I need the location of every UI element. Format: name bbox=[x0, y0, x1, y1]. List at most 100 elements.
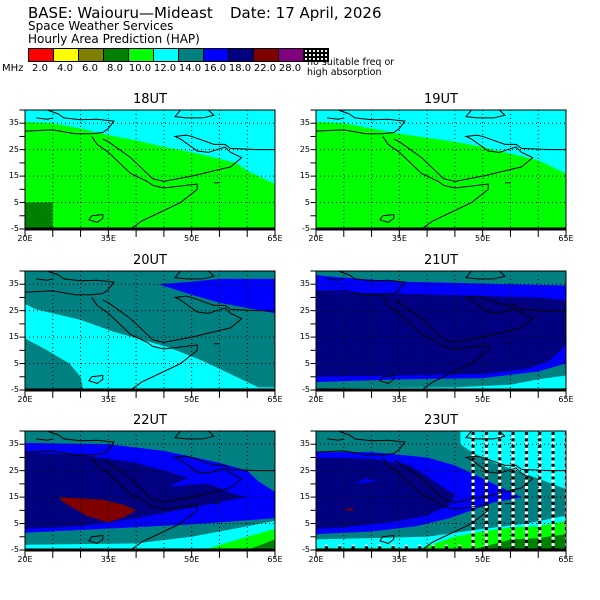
y-tick-label: 35 bbox=[8, 279, 19, 289]
x-tick-label: 35E bbox=[100, 555, 116, 564]
frequency-region bbox=[343, 507, 355, 511]
y-tick-label: 25 bbox=[8, 144, 19, 154]
legend-swatch-28.0 bbox=[279, 49, 304, 61]
y-tick-label: 5 bbox=[13, 518, 19, 528]
x-tick-label: 65E bbox=[558, 395, 574, 404]
x-tick-label: 50E bbox=[475, 234, 491, 243]
legend-swatch-18.0 bbox=[229, 49, 254, 61]
panel-title: 20UT bbox=[133, 253, 167, 268]
x-tick-label: 65E bbox=[267, 234, 283, 243]
y-tick-label: 25 bbox=[299, 465, 310, 475]
map-panel-22UT: 22UT 35 25 15 5 -5 20E 35E 50E 65E bbox=[9, 413, 283, 564]
y-tick-label: 25 bbox=[299, 144, 310, 154]
frequency-region bbox=[158, 278, 275, 314]
panel-title: 23UT bbox=[424, 413, 458, 428]
coastline bbox=[380, 535, 394, 543]
legend-label: 8.0 bbox=[107, 63, 123, 74]
coastline bbox=[383, 457, 489, 550]
coastline bbox=[36, 279, 53, 280]
coastline bbox=[466, 110, 505, 118]
x-tick-label: 35E bbox=[100, 234, 116, 243]
y-tick-label: 25 bbox=[8, 465, 19, 475]
coastline bbox=[175, 431, 214, 439]
y-tick-label: 35 bbox=[8, 439, 19, 449]
coastline bbox=[92, 297, 198, 390]
product-label: Hourly Area Prediction (HAP) bbox=[28, 32, 200, 46]
frequency-region bbox=[316, 457, 455, 529]
y-tick-label: 5 bbox=[304, 358, 310, 368]
y-tick-label: 35 bbox=[299, 279, 310, 289]
y-tick-label: 25 bbox=[299, 305, 310, 315]
y-tick-label: 25 bbox=[8, 305, 19, 315]
legend-unit: MHz bbox=[2, 63, 24, 74]
coastline bbox=[327, 439, 344, 440]
coastline bbox=[89, 535, 103, 543]
coastline bbox=[380, 375, 394, 383]
x-tick-label: 50E bbox=[184, 395, 200, 404]
x-tick-label: 35E bbox=[391, 234, 407, 243]
frequency-region bbox=[25, 520, 275, 550]
coastline bbox=[327, 279, 344, 280]
coastline bbox=[25, 431, 114, 455]
frequency-region bbox=[316, 110, 566, 174]
coastline bbox=[380, 214, 394, 222]
coastline bbox=[36, 118, 53, 119]
coastline bbox=[383, 136, 489, 229]
coastline bbox=[89, 375, 103, 383]
y-tick-label: 15 bbox=[299, 332, 310, 342]
x-tick-label: 65E bbox=[267, 555, 283, 564]
coastline bbox=[36, 439, 53, 440]
no-suitable-freq-area bbox=[466, 431, 566, 550]
y-tick-label: -5 bbox=[302, 224, 310, 233]
panel-title: 19UT bbox=[424, 92, 458, 107]
x-tick-label: 35E bbox=[391, 395, 407, 404]
y-tick-label: -5 bbox=[11, 545, 19, 554]
y-tick-label: 15 bbox=[299, 171, 310, 181]
coastline bbox=[316, 271, 405, 295]
coastline bbox=[92, 457, 198, 550]
map-panel-19UT: 19UT 35 25 15 5 -5 20E 35E 50E 65E bbox=[300, 92, 574, 243]
coastline bbox=[394, 456, 566, 502]
map-panel-20UT: 20UT 35 25 15 5 -5 20E 35E 50E 65E bbox=[9, 253, 283, 404]
legend-label: 14.0 bbox=[178, 63, 202, 74]
x-tick-label: 65E bbox=[558, 555, 574, 564]
y-tick-label: 5 bbox=[13, 358, 19, 368]
x-tick-label: 50E bbox=[475, 555, 491, 564]
frequency-region bbox=[58, 497, 137, 523]
coastline bbox=[175, 271, 214, 279]
frequency-region bbox=[316, 375, 566, 390]
x-tick-label: 35E bbox=[100, 395, 116, 404]
frequency-region bbox=[169, 470, 231, 487]
coastline bbox=[466, 271, 505, 279]
legend-label: 22.0 bbox=[253, 63, 277, 74]
y-tick-label: 15 bbox=[299, 492, 310, 502]
y-tick-label: 5 bbox=[304, 518, 310, 528]
panel-title: 21UT bbox=[424, 253, 458, 268]
coastline bbox=[103, 456, 275, 502]
coastline bbox=[92, 136, 198, 229]
legend-swatch-16.0 bbox=[204, 49, 229, 61]
map-plot bbox=[25, 110, 275, 229]
x-tick-label: 35E bbox=[391, 555, 407, 564]
y-tick-label: 35 bbox=[8, 118, 19, 128]
coastline bbox=[103, 135, 275, 181]
coastline bbox=[466, 431, 505, 439]
legend-label: 6.0 bbox=[82, 63, 98, 74]
y-tick-label: 15 bbox=[8, 492, 19, 502]
coastline bbox=[327, 118, 344, 119]
x-tick-label: 50E bbox=[475, 395, 491, 404]
organization-label: Space Weather Services bbox=[28, 19, 174, 33]
x-tick-label: 65E bbox=[558, 234, 574, 243]
coastline bbox=[316, 431, 405, 455]
map-plot bbox=[316, 110, 566, 229]
y-tick-label: 5 bbox=[13, 197, 19, 207]
legend-swatch-12.0 bbox=[154, 49, 179, 61]
frequency-region bbox=[25, 202, 53, 229]
legend-label: 18.0 bbox=[228, 63, 252, 74]
coastline bbox=[103, 296, 275, 342]
map-panel-18UT: 18UT 35 25 15 5 -5 20E 35E 50E 65E bbox=[9, 92, 283, 243]
base-title: BASE: Waiouru—Mideast bbox=[28, 4, 213, 22]
legend-swatch-8.0 bbox=[104, 49, 129, 61]
map-panel-21UT: 21UT 35 25 15 5 -5 20E 35E 50E 65E bbox=[300, 253, 574, 404]
